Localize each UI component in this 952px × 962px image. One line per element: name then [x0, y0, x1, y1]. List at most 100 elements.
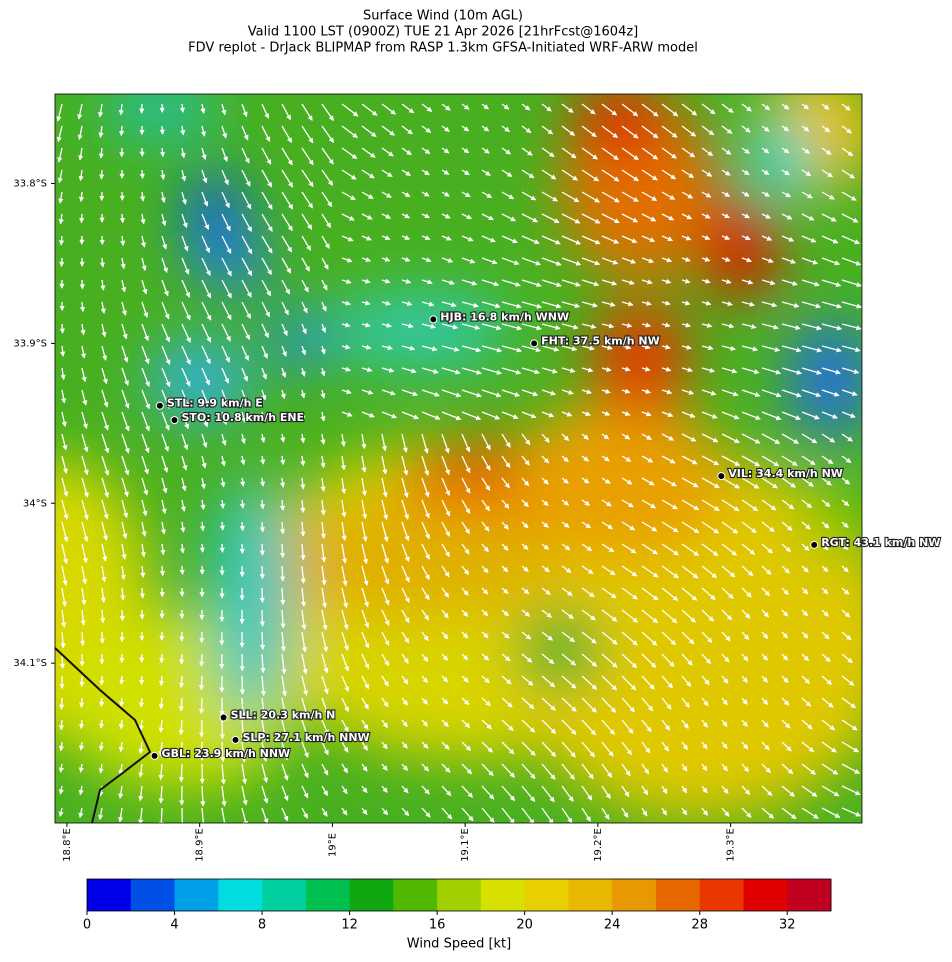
wind-arrow: [761, 301, 778, 308]
wind-arrow: [161, 213, 167, 227]
wind-arrow: [601, 477, 611, 484]
wind-arrow: [301, 653, 308, 675]
wind-arrow: [280, 631, 286, 652]
wind-arrow: [81, 543, 88, 564]
wind-arrow: [781, 125, 790, 132]
wind-arrow: [761, 587, 771, 597]
wind-arrow: [320, 389, 326, 399]
wind-arrow: [99, 169, 105, 180]
wind-arrow: [761, 477, 778, 489]
wind-arrow: [621, 125, 639, 139]
wind-arrow: [261, 301, 271, 318]
wind-arrow: [441, 433, 450, 454]
wind-arrow: [701, 169, 713, 177]
wind-arrow: [239, 499, 246, 509]
wind-arrow: [621, 279, 635, 285]
wind-arrow: [301, 675, 309, 696]
wind-arrow: [501, 235, 518, 244]
wind-arrow: [501, 653, 511, 662]
wind-arrow: [201, 345, 211, 365]
wind-arrow: [501, 389, 521, 397]
wind-arrow: [601, 675, 618, 691]
wind-arrow: [561, 565, 572, 573]
wind-arrow: [821, 565, 829, 573]
wind-arrow: [259, 631, 266, 651]
wind-arrow: [541, 477, 549, 485]
wind-arrow: [121, 499, 129, 519]
wind-arrow: [381, 499, 389, 521]
wind-arrow: [621, 543, 637, 554]
wind-arrow: [401, 367, 417, 374]
wind-arrow: [201, 301, 212, 321]
wind-arrow: [621, 455, 632, 462]
wind-arrow: [801, 499, 813, 509]
wind-arrow: [801, 587, 809, 595]
wind-arrow: [81, 389, 88, 406]
wind-arrow: [181, 455, 188, 471]
wind-arrow: [139, 169, 145, 180]
wind-arrow: [61, 609, 67, 628]
wind-arrow: [461, 345, 482, 353]
wind-arrow: [221, 169, 229, 186]
x-tick-label: 19.3°E: [726, 828, 737, 862]
wind-arrow: [79, 697, 85, 708]
wind-arrow: [581, 125, 597, 138]
wind-arrow: [141, 257, 147, 272]
wind-arrow: [601, 631, 618, 645]
wind-arrow: [381, 587, 390, 606]
wind-arrow: [161, 257, 168, 274]
wind-arrow: [561, 587, 573, 596]
wind-arrow: [261, 103, 270, 119]
wind-arrow: [401, 147, 412, 156]
wind-arrow: [721, 631, 731, 642]
wind-arrow: [761, 125, 770, 132]
wind-arrow: [201, 235, 210, 254]
wind-arrow: [501, 675, 512, 685]
wind-arrow: [521, 499, 529, 508]
wind-arrow: [261, 367, 267, 380]
wind-arrow: [401, 213, 411, 219]
wind-arrow: [361, 367, 373, 373]
wind-arrow: [781, 653, 789, 661]
wind-arrow: [541, 653, 555, 665]
wind-arrow: [361, 499, 368, 520]
y-tick-label: 34°S: [23, 498, 47, 509]
wind-arrow: [761, 213, 771, 219]
wind-arrow: [441, 631, 449, 640]
wind-arrow: [361, 278, 371, 284]
wind-arrow: [301, 147, 314, 166]
wind-arrow: [61, 587, 67, 608]
wind-arrow: [701, 345, 714, 351]
x-tick-label: 19.2°E: [593, 828, 604, 862]
wind-arrow: [821, 191, 835, 200]
wind-arrow: [761, 609, 770, 618]
wind-arrow: [801, 477, 814, 487]
speed-patch: [590, 300, 690, 420]
wind-arrow: [821, 477, 832, 486]
wind-arrow: [721, 675, 729, 684]
wind-arrow: [341, 389, 352, 395]
wind-arrow: [681, 278, 691, 284]
wind-arrow: [801, 433, 818, 444]
wind-arrow: [741, 565, 754, 577]
wind-arrow: [841, 367, 860, 375]
wind-arrow: [621, 366, 631, 372]
wind-arrow: [401, 587, 410, 604]
wind-arrow: [521, 323, 542, 331]
wind-arrow: [621, 213, 639, 223]
wind-arrow: [801, 345, 823, 353]
colorbar-bin: [568, 879, 613, 911]
title-line: FDV replot - DrJack BLIPMAP from RASP 1.…: [188, 41, 698, 56]
wind-arrow: [219, 499, 226, 510]
wind-arrow: [98, 147, 104, 159]
wind-arrow: [681, 389, 695, 395]
wind-arrow: [121, 279, 127, 293]
wind-arrow: [821, 631, 830, 640]
wind-arrow: [501, 455, 511, 469]
colorbar-bin: [655, 879, 701, 911]
wind-arrow: [701, 125, 715, 136]
wind-arrow: [821, 609, 829, 617]
wind-arrow: [481, 257, 498, 265]
wind-arrow: [741, 301, 755, 307]
wind-arrow: [541, 675, 556, 688]
